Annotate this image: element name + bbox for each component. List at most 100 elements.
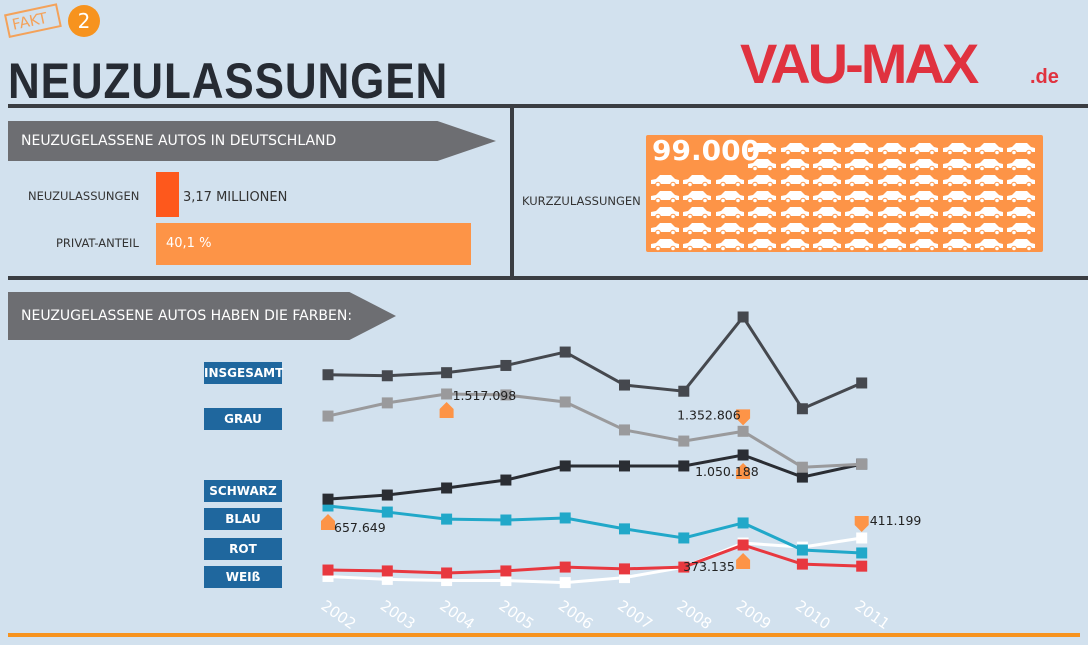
data-point [322,410,334,422]
car-icon [1006,204,1036,220]
car-icon [682,204,712,220]
data-point [441,388,453,400]
car-icon [650,236,680,252]
legend-blau: BLAU [204,508,282,530]
data-point [737,539,749,551]
x-tick-label: 2003 [377,597,419,634]
annotation-label: 1.517.098 [453,388,517,403]
annotation-marker [736,409,751,426]
data-point [796,403,808,415]
data-point [619,572,630,584]
car-icon [942,236,972,252]
annotation-marker [736,553,751,569]
car-icon [974,188,1004,204]
car-icon [715,220,745,236]
data-point [381,573,393,585]
car-icon [715,236,745,252]
car-icon [909,140,939,156]
car-icon [877,188,907,204]
kurzzulassungen-value: 99.000 [652,134,761,167]
label-kurzzulassungen: KURZZULASSUNGEN [522,194,641,208]
section-header-deutschland: NEUZUGELASSENE AUTOS IN DEUTSCHLAND [8,121,496,161]
car-icon [974,220,1004,236]
x-tick-label: 2006 [555,597,597,634]
car-icon [780,156,810,172]
data-point [619,523,630,535]
x-tick-label: 2011 [851,597,893,634]
data-point [678,532,690,544]
car-icon [909,172,939,188]
car-icon [1006,172,1036,188]
car-icon [747,204,777,220]
car-icon [877,236,907,252]
car-icon [844,236,874,252]
car-icon [942,188,972,204]
car-icon [812,220,842,236]
data-point [619,460,630,472]
car-icon [909,188,939,204]
annotation-marker [439,402,454,418]
data-point [322,570,334,582]
legend-schwarz: SCHWARZ [204,480,282,502]
data-point [796,558,808,570]
car-icon [812,188,842,204]
car-icon [974,172,1004,188]
car-icon [682,220,712,236]
data-point [737,311,749,323]
bottom-line [8,633,1080,637]
data-point [441,513,453,525]
car-icon [715,204,745,220]
car-icon [780,204,810,220]
car-icon [812,236,842,252]
data-point [322,493,334,505]
car-icon [942,156,972,172]
fakt-number: 2 [68,5,100,37]
car-icon [747,140,777,156]
data-point [322,369,334,381]
car-icon [909,220,939,236]
data-point [678,561,690,573]
data-point [619,563,630,575]
x-tick-label: 2002 [318,597,360,634]
data-point [559,561,571,573]
series-line-grau [327,392,862,469]
data-point [796,461,808,473]
car-icon [1006,156,1036,172]
divider [8,276,1088,280]
annotation-label: 411.199 [870,513,922,528]
car-icon [812,156,842,172]
car-icon [650,220,680,236]
label-privat-anteil: PRIVAT-ANTEIL [56,236,139,250]
car-icon [942,204,972,220]
vau-max-logo: VAU-MAX [740,32,979,95]
data-point [500,474,512,486]
page-title: NEUZULASSUNGEN [8,53,449,109]
bar-neuzulassungen [156,172,179,217]
car-icon [747,220,777,236]
car-icon [715,188,745,204]
data-point [500,514,512,526]
car-icon [877,140,907,156]
data-point [381,506,393,518]
car-icon [650,172,680,188]
car-icon [877,204,907,220]
data-point [381,397,393,409]
data-point [559,460,571,472]
car-icon [844,140,874,156]
data-point [381,565,393,577]
car-icon [942,172,972,188]
data-point [619,379,630,391]
car-icon [1006,236,1036,252]
data-point [559,346,571,358]
legend-insgesamt: INSGESAMT [204,362,283,384]
annotation-label: 657.649 [334,520,386,535]
data-point [856,560,868,572]
data-point [500,389,512,401]
data-point [441,482,453,494]
data-point [441,567,453,579]
value-privat-anteil: 40,1 % [166,236,212,251]
car-icon [682,188,712,204]
data-point [441,575,453,587]
